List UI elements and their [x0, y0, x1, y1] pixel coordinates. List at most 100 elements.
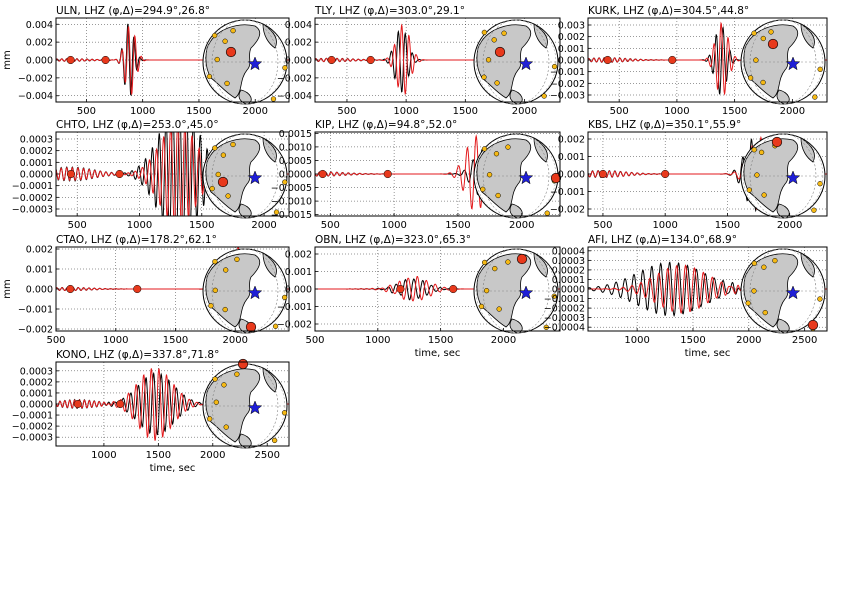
- y-tick-label: 0.0003: [20, 135, 53, 146]
- station-marker: [234, 256, 240, 263]
- y-tick-label: 0.002: [26, 245, 53, 256]
- station-marker: [221, 382, 227, 388]
- x-tick-label: 2000: [200, 450, 225, 461]
- station-marker: [493, 151, 500, 157]
- station-marker: [222, 306, 228, 313]
- panel-title: KIP, LHZ (φ,Δ)=94.8°,52.0°: [315, 119, 457, 131]
- station-marker: [281, 410, 288, 416]
- y-tick-label: 0.0003: [20, 366, 53, 377]
- station-marker: [817, 296, 823, 302]
- panel-title: OBN, LHZ (φ,Δ)=323.0°,65.3°: [315, 234, 471, 246]
- x-axis-label: time, sec: [685, 348, 731, 359]
- station-marker: [505, 259, 511, 265]
- station-marker: [481, 29, 488, 36]
- x-tick-label: 2000: [780, 106, 805, 117]
- y-tick-label: 0.000: [285, 56, 312, 67]
- y-tick-label: 0.000: [285, 285, 312, 296]
- station-marker: [551, 63, 558, 70]
- y-axis-label: mm: [2, 50, 13, 69]
- x-tick-label: 1000: [393, 106, 418, 117]
- y-tick-label: 0.0004: [552, 246, 585, 257]
- y-tick-label: −0.001: [18, 305, 53, 316]
- x-tick-label: 500: [46, 335, 65, 346]
- y-tick-label: 0.0001: [20, 388, 53, 399]
- panel-title: ULN, LHZ (φ,Δ)=294.9°,26.8°: [56, 5, 210, 17]
- station-marker: [270, 96, 277, 102]
- station-marker: [478, 303, 485, 310]
- target-station-marker: [771, 136, 783, 148]
- y-tick-label: −0.001: [277, 302, 312, 313]
- panel-title: KONO, LHZ (φ,Δ)=337.8°,71.8°: [56, 349, 219, 361]
- station-marker: [223, 424, 229, 430]
- panel-title: CTAO, LHZ (φ,Δ)=178.2°,62.1°: [56, 234, 217, 246]
- station-marker: [768, 29, 774, 35]
- y-tick-label: 0.001: [558, 152, 585, 163]
- x-axis-label: time, sec: [415, 348, 461, 359]
- panel-title: KURK, LHZ (φ,Δ)=304.5°,44.8°: [588, 5, 749, 17]
- x-tick-label: 1000: [652, 220, 677, 231]
- x-tick-label: 1500: [722, 106, 747, 117]
- panel-title: CHTO, LHZ (φ,Δ)=253.0°,45.0°: [56, 119, 219, 131]
- x-tick-label: 500: [68, 220, 87, 231]
- station-marker: [272, 323, 279, 329]
- target-station-marker: [237, 358, 249, 370]
- x-tick-label: 1500: [445, 220, 470, 231]
- station-marker: [751, 260, 757, 266]
- x-tick-label: 500: [593, 220, 612, 231]
- station-marker: [754, 172, 760, 178]
- y-tick-label: −0.0003: [12, 433, 53, 444]
- target-station-marker: [225, 46, 237, 58]
- x-tick-label: 2500: [792, 335, 817, 346]
- panel-afi: 1000 1500 2000 2500 0.00040.00030.00020.0001…: [544, 234, 828, 359]
- panel-tly: 500 1000 1500 2000 0.004 0.002 0.000 −0.002 −0.0…: [277, 5, 561, 117]
- y-tick-label: 0.0003: [552, 256, 585, 267]
- y-tick-label: 0.0001: [552, 275, 585, 286]
- x-tick-label: 1500: [428, 335, 453, 346]
- y-tick-label: −0.001: [550, 187, 585, 198]
- globe-inset: [740, 248, 826, 334]
- x-tick-label: 1500: [715, 220, 740, 231]
- station-marker: [213, 399, 219, 405]
- station-marker: [480, 186, 486, 192]
- phase-marker: [115, 169, 124, 179]
- y-tick-label: −0.002: [550, 205, 585, 216]
- phase-marker: [318, 169, 327, 179]
- y-tick-label: 0.001: [285, 267, 312, 278]
- x-tick-label: 2000: [243, 106, 268, 117]
- panel-title: TLY, LHZ (φ,Δ)=303.0°,29.1°: [314, 5, 465, 17]
- y-tick-label: −0.0004: [544, 323, 585, 334]
- event-star-icon: [785, 56, 801, 71]
- target-station-marker: [494, 46, 506, 58]
- y-tick-label: 0.0001: [20, 158, 53, 169]
- station-marker: [751, 288, 757, 294]
- x-tick-label: 1500: [186, 106, 211, 117]
- station-marker: [222, 38, 228, 44]
- x-tick-label: 1500: [146, 450, 171, 461]
- station-marker: [206, 73, 213, 80]
- station-marker: [751, 147, 757, 153]
- panel-uln: 500 1000 1500 2000 0.004 0.002 0.000 −0.002 −0.0…: [2, 5, 290, 117]
- y-tick-label: −0.0001: [544, 294, 585, 305]
- station-marker: [762, 309, 768, 316]
- station-marker: [753, 57, 759, 63]
- x-tick-label: 1000: [664, 106, 689, 117]
- x-tick-label: 2000: [223, 335, 248, 346]
- y-tick-label: 0.0010: [279, 142, 312, 153]
- y-tick-label: 0.0002: [20, 377, 53, 388]
- phase-marker: [66, 284, 75, 294]
- station-marker: [761, 264, 767, 270]
- x-tick-label: 500: [610, 106, 629, 117]
- y-tick-label: 0.0002: [552, 265, 585, 276]
- y-tick-label: −0.003: [550, 91, 585, 102]
- phase-marker: [396, 284, 405, 294]
- phase-marker: [383, 169, 392, 179]
- y-tick-label: 0.0002: [20, 146, 53, 157]
- station-marker: [481, 259, 488, 266]
- station-marker: [494, 80, 500, 86]
- event-star-icon: [247, 285, 263, 300]
- x-tick-label: 1000: [103, 335, 128, 346]
- y-tick-label: 0.002: [285, 38, 312, 49]
- station-marker: [811, 207, 817, 213]
- globe-inset: [202, 133, 288, 219]
